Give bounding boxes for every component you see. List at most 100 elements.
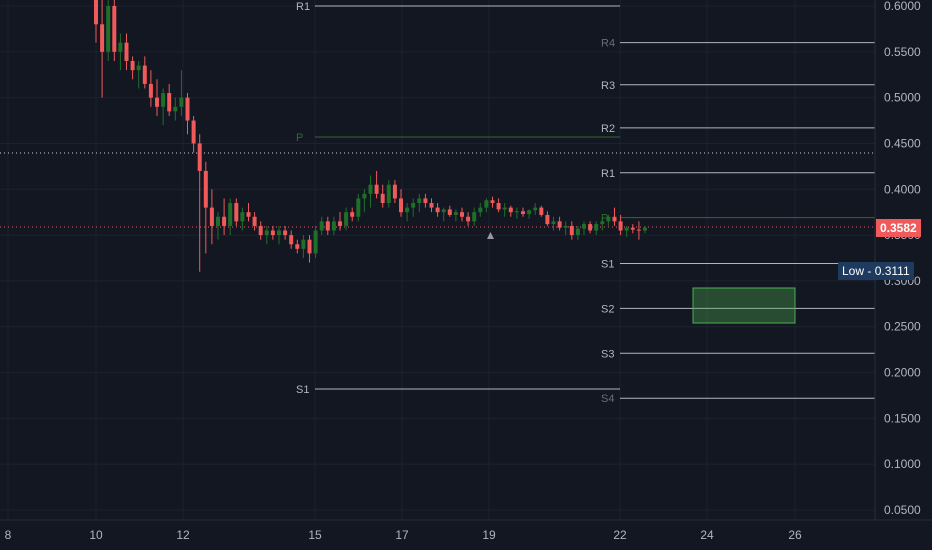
pivot-label-new-r2: R2 — [601, 123, 615, 135]
candle-body — [441, 209, 446, 213]
price-tick-label: 0.2000 — [884, 366, 921, 380]
candle-body — [307, 239, 312, 254]
candle-body — [283, 230, 288, 236]
candle-body — [338, 221, 342, 226]
candle-body — [630, 227, 635, 230]
low-price-label: Low - 0.3111 — [838, 262, 914, 280]
candle-body — [240, 212, 245, 222]
time-tick-label: 17 — [395, 528, 409, 542]
candle-body — [270, 230, 275, 236]
candle-body — [331, 221, 336, 231]
candle-body — [423, 198, 428, 204]
price-tick-label: 0.6000 — [884, 0, 921, 13]
candle-body — [521, 211, 525, 215]
candle-body — [191, 120, 196, 144]
candle-body — [490, 200, 495, 204]
pivot-label-old-p: P — [296, 132, 303, 144]
time-tick-label: 22 — [613, 528, 627, 542]
pivot-label-new-r4: R4 — [601, 38, 615, 50]
candle-body — [618, 221, 623, 231]
candle-body — [374, 184, 379, 194]
pivot-label-old-r1: R1 — [296, 1, 310, 13]
candle-body — [209, 207, 214, 226]
candle-body — [112, 6, 117, 52]
candle-body — [216, 216, 220, 226]
price-tick-label: 0.5500 — [884, 45, 921, 59]
candle-body — [118, 42, 123, 52]
candle-body — [179, 97, 184, 107]
candle-body — [124, 42, 129, 61]
current-price-label: 0.3582 — [876, 219, 921, 237]
candle-body — [575, 228, 580, 236]
candle-body — [582, 224, 586, 229]
candle-body — [392, 184, 397, 199]
candle-body — [197, 143, 202, 171]
candle-body — [130, 60, 135, 71]
candle-body — [319, 221, 324, 231]
pivot-label-new-s4: S4 — [601, 393, 614, 405]
price-axis[interactable]: 0.60000.55000.50000.45000.40000.35000.30… — [884, 0, 921, 517]
pivot-label-new-s3: S3 — [601, 348, 614, 360]
candle-body — [514, 211, 519, 213]
candle-body — [551, 221, 556, 225]
candle-body — [167, 93, 172, 112]
candle-body — [258, 225, 263, 236]
candle-body — [563, 225, 568, 228]
candle-body — [344, 212, 349, 226]
time-tick-label: 19 — [482, 528, 496, 542]
pivot-label-new-s1: S1 — [601, 258, 614, 270]
target-zone-rectangle[interactable] — [692, 287, 796, 324]
candle-body — [222, 216, 227, 226]
candle-body — [545, 214, 550, 225]
candle-body — [277, 230, 281, 236]
candle-body — [234, 203, 239, 222]
candle-body — [155, 97, 159, 107]
candle-body — [624, 227, 629, 231]
low-label-value: 0.3111 — [874, 264, 910, 278]
candle-body — [380, 193, 385, 204]
triangle-marker-icon — [487, 232, 494, 239]
candle-body — [405, 207, 410, 213]
candle-body — [203, 170, 208, 208]
candle-body — [600, 221, 605, 225]
pivot-label-new-r1: R1 — [601, 168, 615, 180]
chart-grid — [0, 0, 875, 520]
candle-body — [460, 212, 464, 217]
pivot-label-old-s1: S1 — [296, 384, 309, 396]
candle-body — [447, 209, 452, 215]
price-tick-label: 0.5000 — [884, 91, 921, 105]
candle-body — [636, 229, 641, 231]
time-tick-label: 10 — [89, 528, 103, 542]
candle-body — [539, 207, 544, 215]
low-label-text: Low — [842, 264, 865, 278]
price-tick-label: 0.4000 — [884, 182, 921, 196]
pivot-label-new-p: P — [601, 213, 608, 225]
candle-body — [252, 216, 257, 226]
candle-body — [411, 203, 416, 208]
pivot-points: R1 P S1 R4 R3 R2 R1 P S1 S2 S3 S4 — [296, 1, 875, 405]
candle-body — [368, 184, 373, 194]
time-tick-label: 24 — [700, 528, 714, 542]
candle-body — [173, 106, 178, 112]
candle-body — [362, 193, 367, 199]
time-tick-label: 8 — [5, 528, 12, 542]
candle-body — [228, 203, 233, 226]
candle-body — [100, 24, 105, 52]
candle-body — [502, 207, 507, 210]
time-axis[interactable]: 8 10 12 15 17 19 22 24 26 — [5, 528, 802, 542]
candle-body — [557, 221, 562, 228]
pivot-label-new-r3: R3 — [601, 80, 615, 92]
candle-body — [106, 6, 111, 52]
candle-body — [295, 244, 300, 249]
candle-body — [264, 230, 269, 236]
candle-body — [185, 97, 190, 121]
candle-body — [453, 212, 458, 215]
candle-body — [508, 207, 513, 213]
candle-body — [594, 224, 599, 231]
candle-body — [325, 221, 330, 231]
candle-body — [136, 65, 141, 71]
candle-body — [569, 225, 574, 236]
low-label-separator: - — [867, 264, 875, 278]
candle-body — [350, 212, 355, 217]
